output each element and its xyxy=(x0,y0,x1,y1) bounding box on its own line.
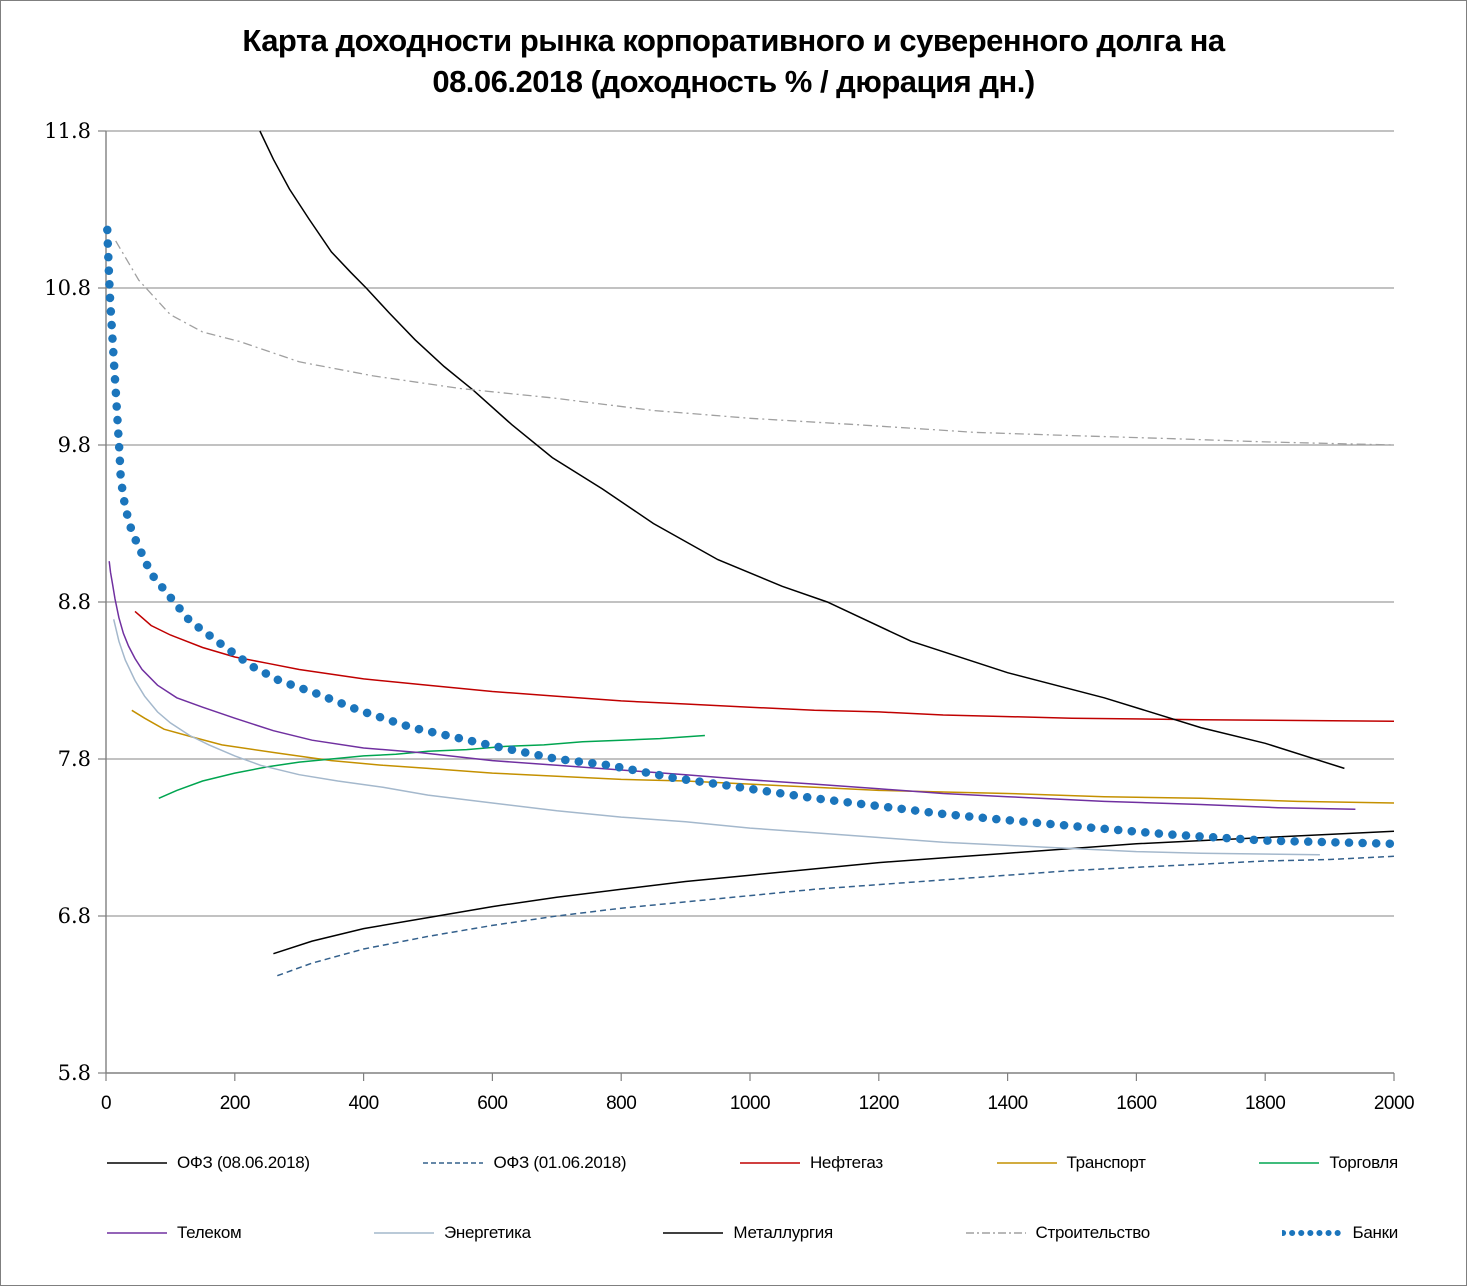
legend-item-torgovlya: Торговля xyxy=(1258,1153,1398,1173)
y-axis-label: 8.8 xyxy=(58,590,91,614)
legend-key-ofz-0106 xyxy=(423,1162,484,1164)
legend-item-ofz-0806: ОФЗ (08.06.2018) xyxy=(106,1153,310,1173)
legend-label: Банки xyxy=(1352,1223,1399,1242)
legend-key-metallurgiya xyxy=(663,1232,724,1234)
legend-label: ОФЗ (01.06.2018) xyxy=(493,1153,627,1172)
legend-row-2: Телеком Энергетика Металлургия Строитель… xyxy=(106,1223,1398,1243)
series-line-Строительство xyxy=(115,240,1395,446)
x-axis-label: 1400 xyxy=(987,1093,1027,1114)
legend-key-neftegaz xyxy=(739,1162,800,1164)
chart-title: Карта доходности рынка корпоративного и … xyxy=(1,21,1466,103)
legend-key-energetika xyxy=(373,1232,434,1234)
series-line-Банки xyxy=(103,225,1399,849)
x-axis-label: 1200 xyxy=(859,1093,899,1114)
y-axis-label: 5.8 xyxy=(58,1061,91,1085)
x-axis-label: 400 xyxy=(348,1093,378,1114)
legend-row-1: ОФЗ (08.06.2018) ОФЗ (01.06.2018) Нефтег… xyxy=(106,1153,1398,1173)
series-line-Телеком xyxy=(108,561,1356,810)
legend-label: Транспорт xyxy=(1066,1153,1146,1172)
x-axis-label: 2000 xyxy=(1374,1093,1414,1114)
y-axis-label: 9.8 xyxy=(58,433,91,457)
series-line-ОФЗ (01.06.2018) xyxy=(277,855,1395,977)
y-axis-label: 11.8 xyxy=(44,119,91,143)
legend-item-metallurgiya: Металлургия xyxy=(662,1223,833,1243)
series-line-Нефтегаз xyxy=(134,610,1395,723)
x-axis-label: 1000 xyxy=(730,1093,770,1114)
legend-label: Телеком xyxy=(177,1223,242,1242)
legend-label: Торговля xyxy=(1329,1153,1398,1172)
y-axis-label: 10.8 xyxy=(44,276,91,300)
legend-key-ofz-0806 xyxy=(107,1162,167,1164)
series-line-Энергетика xyxy=(112,619,1320,856)
yield-curve-chart: 5.8 6.8 7.8 8.8 9.8 10.8 11.8 0 200 400 600 800 1000… xyxy=(44,119,1414,1114)
legend-item-transport: Транспорт xyxy=(996,1153,1146,1173)
y-axis-label: 6.8 xyxy=(58,904,91,928)
legend-item-ofz-0106: ОФЗ (01.06.2018) xyxy=(422,1153,627,1173)
legend-item-energetika: Энергетика xyxy=(373,1223,531,1243)
series-line-Металлургия xyxy=(259,130,1345,770)
x-axis-label: 1800 xyxy=(1245,1093,1285,1114)
x-axis-label: 1600 xyxy=(1116,1093,1156,1114)
legend-label: Строительство xyxy=(1035,1223,1151,1242)
legend-key-transport xyxy=(996,1162,1057,1164)
series-line-ОФЗ (08.06.2018) xyxy=(273,830,1395,955)
legend-key-torgovlya xyxy=(1259,1162,1320,1164)
legend-label: ОФЗ (08.06.2018) xyxy=(177,1153,310,1172)
legend-key-stroitelstvo xyxy=(965,1232,1026,1234)
chart-title-line-2: 08.06.2018 (доходность % / дюрация дн.) xyxy=(432,63,1035,99)
series-line-Торговля xyxy=(158,734,705,799)
y-axis-label: 7.8 xyxy=(58,747,91,771)
x-axis-label: 600 xyxy=(477,1093,507,1114)
legend-item-stroitelstvo: Строительство xyxy=(965,1223,1150,1243)
legend-item-neftegaz: Нефтегаз xyxy=(739,1153,883,1173)
legend-label: Энергетика xyxy=(443,1223,531,1242)
x-axis-label: 800 xyxy=(606,1093,636,1114)
chart-title-line-1: Карта доходности рынка корпоративного и … xyxy=(242,23,1225,58)
x-axis-label: 200 xyxy=(220,1093,250,1114)
legend-label: Нефтегаз xyxy=(809,1153,883,1172)
legend-key-telekom xyxy=(107,1232,167,1234)
x-axis-label: 0 xyxy=(101,1093,111,1114)
legend-item-telekom: Телеком xyxy=(106,1223,242,1243)
legend-key-banki xyxy=(1281,1230,1344,1236)
legend-item-banki: Банки xyxy=(1281,1223,1399,1243)
legend-label: Металлургия xyxy=(733,1223,833,1242)
series-line-Транспорт xyxy=(131,709,1395,804)
